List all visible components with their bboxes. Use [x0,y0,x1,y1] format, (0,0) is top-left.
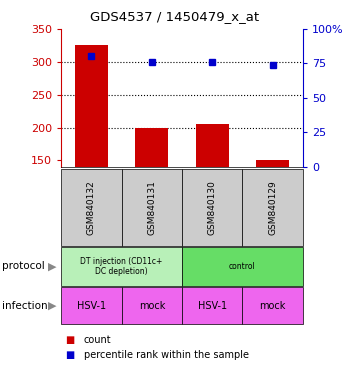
Text: GSM840130: GSM840130 [208,180,217,235]
Text: GSM840132: GSM840132 [87,180,96,235]
Text: control: control [229,262,256,271]
Text: HSV-1: HSV-1 [77,301,106,311]
Bar [75,45,108,167]
Text: count: count [84,335,112,345]
Text: ▶: ▶ [48,301,57,311]
Bar [196,124,229,167]
Text: infection: infection [2,301,47,311]
Bar [256,161,289,167]
Text: protocol: protocol [2,261,44,271]
Text: GDS4537 / 1450479_x_at: GDS4537 / 1450479_x_at [90,10,260,23]
Text: ▶: ▶ [48,261,57,271]
Text: percentile rank within the sample: percentile rank within the sample [84,350,249,360]
Text: ■: ■ [65,350,74,360]
Text: GSM840129: GSM840129 [268,180,277,235]
Text: ■: ■ [65,335,74,345]
Text: mock: mock [139,301,165,311]
Bar [135,127,168,167]
Text: HSV-1: HSV-1 [198,301,227,311]
Text: DT injection (CD11c+
DC depletion): DT injection (CD11c+ DC depletion) [80,257,163,276]
Text: mock: mock [259,301,286,311]
Text: GSM840131: GSM840131 [147,180,156,235]
